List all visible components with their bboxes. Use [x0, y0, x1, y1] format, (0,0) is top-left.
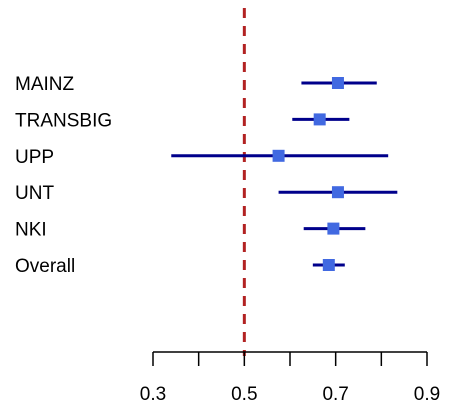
x-tick-label: 0.3	[140, 384, 166, 405]
point-estimate-transbig	[313, 113, 326, 126]
study-label-mainz: MAINZ	[15, 74, 75, 95]
study-label-overall: Overall	[15, 256, 75, 277]
point-estimate-upp	[272, 149, 285, 162]
x-tick-label: 0.7	[322, 384, 348, 405]
study-label-unt: UNT	[15, 183, 54, 204]
study-label-transbig: TRANSBIG	[15, 110, 112, 131]
study-label-nki: NKI	[15, 220, 47, 241]
point-estimate-unt	[331, 186, 344, 199]
point-estimate-overall	[322, 259, 335, 271]
point-estimate-nki	[327, 222, 340, 235]
x-tick-label: 0.5	[231, 384, 257, 405]
x-tick-label: 0.9	[414, 384, 440, 405]
study-label-upp: UPP	[15, 147, 54, 168]
point-estimate-mainz	[331, 77, 344, 89]
